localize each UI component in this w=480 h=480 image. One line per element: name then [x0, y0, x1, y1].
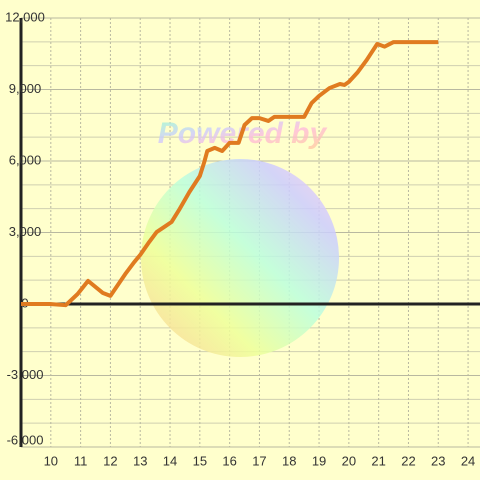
- y-tick-label: 9,000: [9, 81, 42, 96]
- x-tick-label: 13: [133, 453, 147, 468]
- watermark-logo: [141, 159, 339, 357]
- x-tick-label: 22: [401, 453, 415, 468]
- x-tick-label: 23: [431, 453, 445, 468]
- y-tick-label: 6,000: [9, 152, 42, 167]
- x-tick-label: 21: [371, 453, 385, 468]
- x-tick-label: 10: [44, 453, 58, 468]
- x-tick-label: 17: [252, 453, 266, 468]
- x-tick-label: 15: [193, 453, 207, 468]
- x-tick-label: 16: [222, 453, 236, 468]
- x-tick-label: 19: [312, 453, 326, 468]
- y-tick-label: 12,000: [5, 9, 45, 24]
- x-tick-label: 24: [461, 453, 475, 468]
- x-tick-label: 12: [103, 453, 117, 468]
- line-series: [21, 40, 439, 308]
- x-tick-label: 11: [74, 453, 88, 468]
- x-tick-label: 18: [282, 453, 296, 468]
- y-tick-label: -6,000: [7, 432, 44, 447]
- x-tick-label: 14: [163, 453, 177, 468]
- y-tick-label: -3,000: [7, 367, 44, 382]
- y-tick-label: 3,000: [9, 224, 42, 239]
- x-tick-label: 20: [342, 453, 356, 468]
- grid: [21, 17, 480, 448]
